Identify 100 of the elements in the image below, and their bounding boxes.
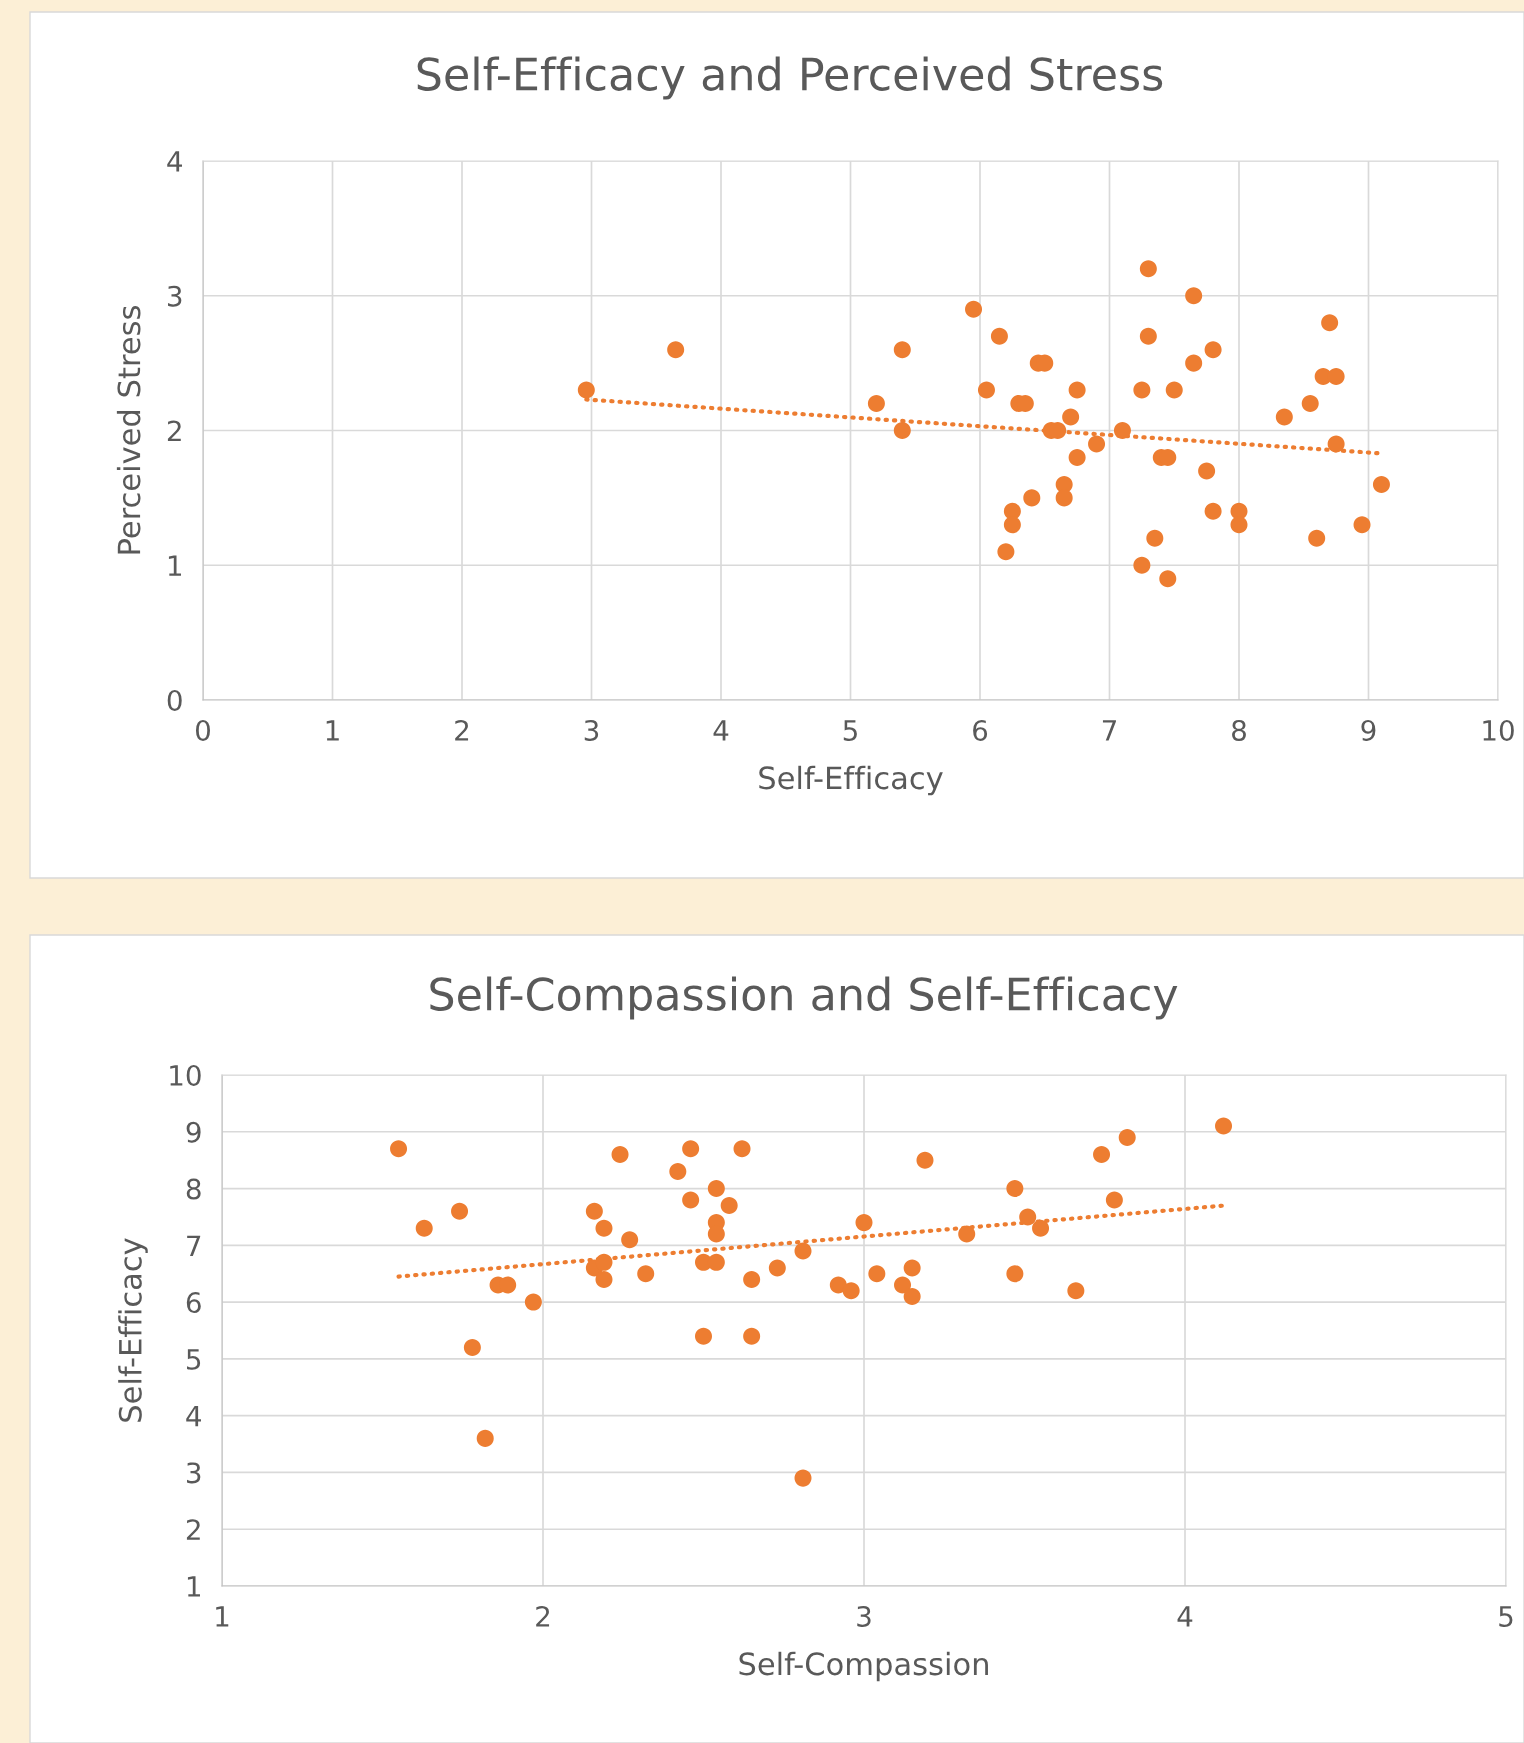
point [1185,354,1203,372]
point [585,1202,603,1220]
point [1006,1265,1024,1283]
point [1088,435,1106,453]
x-tick-label: 5 [1499,1606,1513,1627]
point [916,1151,934,1169]
y-tick-label: 1 [187,1576,200,1597]
point [415,1219,433,1237]
point [1230,516,1248,534]
point [667,341,685,359]
point [1275,408,1293,426]
point [1327,368,1345,386]
y-tick-label: 7 [187,1235,201,1256]
point [595,1253,613,1271]
x-tick-label: 1 [216,1606,229,1627]
point [1133,381,1151,399]
chart-title: Self-Efficacy and Perceived Stress [417,56,1163,100]
x-tick-label: 4 [713,720,729,741]
point [621,1231,639,1249]
point [977,381,995,399]
point [1003,516,1021,534]
y-tick-label: 6 [186,1292,201,1314]
point [669,1163,687,1181]
x-tick-label: 8 [1232,719,1246,741]
chart-title: Self-Compassion and Self-Efficacy [430,976,1178,1020]
x-tick-label: 2 [455,719,469,741]
point [694,1327,713,1345]
x-tick-label: 3 [584,719,599,741]
point [958,1225,976,1243]
point [1204,341,1222,359]
point [595,1270,613,1288]
y-tick-label: 8 [186,1178,201,1200]
point [707,1180,725,1198]
point [1185,287,1203,305]
y-tick-label: 10 [170,1064,201,1086]
y-tick-label: 4 [186,1405,201,1427]
x-tick-label: 6 [973,719,988,741]
point [794,1242,812,1260]
point [1204,502,1222,520]
point [682,1191,700,1209]
point [1019,1208,1037,1226]
point [1093,1145,1111,1163]
point [611,1145,629,1163]
point [794,1469,812,1487]
x-tick-label: 7 [1102,720,1116,741]
y-axis-title: Self-Efficacy [118,1238,148,1422]
x-axis-title: Self-Compassion [739,1651,988,1682]
y-axis-title: Perceived Stress [116,306,141,554]
point [1308,529,1326,547]
x-tick-label: 3 [857,1605,871,1627]
point [390,1140,408,1158]
point [451,1202,469,1220]
point [1139,260,1157,278]
point [577,381,595,399]
x-axis-title: Self-Efficacy [759,765,943,796]
point [720,1197,738,1215]
x-tick-label: 2 [536,1605,550,1627]
point [965,300,983,318]
point [1165,381,1183,399]
y-tick-label: 4 [167,151,182,172]
point [1006,1180,1024,1198]
point [990,327,1008,345]
point [868,1265,886,1283]
y-tick-label: 2 [186,1519,200,1540]
y-tick-label: 3 [187,1462,201,1484]
point [893,341,911,359]
point [524,1293,542,1311]
point [855,1214,873,1232]
point [1113,421,1131,440]
point [743,1270,761,1288]
point [1327,435,1345,453]
point [893,421,911,440]
point [1139,327,1157,345]
x-tick-label: 4 [1177,1606,1193,1627]
point [1105,1191,1123,1209]
point [867,395,885,413]
y-tick-label: 5 [187,1349,201,1370]
point [903,1287,921,1305]
point [1321,314,1339,332]
y-tick-label: 3 [168,285,182,307]
y-tick-label: 9 [186,1121,201,1143]
point [1032,1219,1050,1237]
point [903,1259,921,1277]
point [743,1327,761,1345]
point [1067,1282,1085,1300]
y-tick-label: 1 [168,555,181,576]
point [1068,381,1086,399]
y-tick-label: 0 [167,689,182,711]
point [1372,475,1390,493]
point [682,1140,700,1158]
point [1146,529,1164,547]
point [1023,489,1041,507]
x-tick-label: 10 [1483,719,1514,741]
point [733,1140,751,1158]
point [1159,570,1177,588]
point [595,1219,613,1237]
point [1215,1117,1233,1135]
y-tick-label: 2 [167,420,181,442]
point [1118,1128,1136,1146]
point [1062,408,1080,426]
